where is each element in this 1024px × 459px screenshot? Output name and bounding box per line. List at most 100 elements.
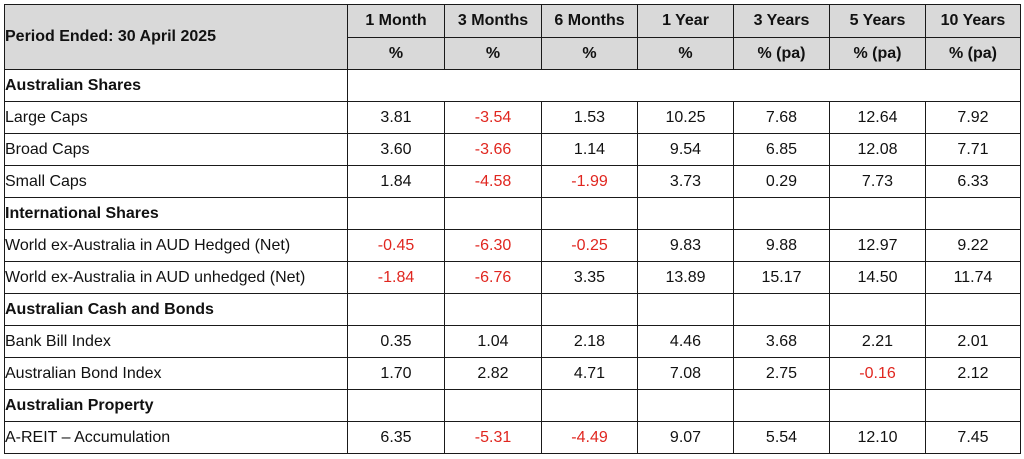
row-label: World ex-Australia in AUD Hedged (Net) (4, 229, 348, 262)
return-value-cell: 2.21 (829, 325, 926, 358)
table-header: Period Ended: 30 April 2025 1 Month 3 Mo… (4, 4, 1021, 70)
section-empty-cell (733, 389, 830, 422)
return-value-cell: 3.81 (347, 101, 445, 134)
period-ended-label: Period Ended: 30 April 2025 (4, 4, 348, 70)
section-empty-cell (829, 389, 926, 422)
return-value-cell: 6.35 (347, 421, 445, 454)
return-value-cell: 2.18 (541, 325, 638, 358)
returns-table: Period Ended: 30 April 2025 1 Month 3 Mo… (4, 4, 1021, 454)
return-value-cell: 7.08 (637, 357, 734, 390)
return-value-cell: 7.92 (925, 101, 1021, 134)
section-empty-cell (541, 293, 638, 326)
return-value-cell: -4.49 (541, 421, 638, 454)
section-empty-cell (925, 197, 1021, 230)
return-value-cell: 7.73 (829, 165, 926, 198)
return-value-cell: 9.88 (733, 229, 830, 262)
return-value-cell: 6.33 (925, 165, 1021, 198)
section-empty-cell (444, 293, 542, 326)
return-value-cell: 13.89 (637, 261, 734, 294)
return-value-cell: 1.04 (444, 325, 542, 358)
header-row-periods: Period Ended: 30 April 2025 1 Month 3 Mo… (4, 4, 1021, 70)
return-value-cell: 9.07 (637, 421, 734, 454)
unit-header-5-years: % (pa) (829, 37, 926, 70)
section-empty-cell (829, 197, 926, 230)
table-row: Large Caps 3.81 -3.54 1.53 10.25 7.68 12.64 7.9… (4, 101, 1021, 134)
section-empty-cell (925, 293, 1021, 326)
return-value-cell: 12.64 (829, 101, 926, 134)
unit-header-10-years: % (pa) (925, 37, 1021, 70)
return-value-cell: 1.14 (541, 133, 638, 166)
return-value-cell: 2.12 (925, 357, 1021, 390)
table-row: Bank Bill Index 0.35 1.04 2.18 4.46 3.68 2.21 2… (4, 325, 1021, 358)
return-value-cell: -0.16 (829, 357, 926, 390)
return-value-cell: 12.10 (829, 421, 926, 454)
return-value-cell: 9.83 (637, 229, 734, 262)
return-value-cell: -1.84 (347, 261, 445, 294)
return-value-cell: 14.50 (829, 261, 926, 294)
column-header-3-years: 3 Years (733, 4, 830, 38)
table-row: World ex-Australia in AUD Hedged (Net) -0… (4, 229, 1021, 262)
section-row-international-shares: International Shares (4, 197, 1021, 230)
table-row: Australian Bond Index 1.70 2.82 4.71 7.08 2.7… (4, 357, 1021, 390)
return-value-cell: 7.71 (925, 133, 1021, 166)
column-header-1-month: 1 Month (347, 4, 445, 38)
table-body: Australian Shares Large Caps 3.81 -3.54 1.53… (4, 69, 1021, 454)
section-empty-cell (637, 389, 734, 422)
section-empty-cell (541, 197, 638, 230)
row-label: A-REIT – Accumulation (4, 421, 348, 454)
return-value-cell: 11.74 (925, 261, 1021, 294)
return-value-cell: 1.84 (347, 165, 445, 198)
return-value-cell: -4.58 (444, 165, 542, 198)
table-row: Broad Caps 3.60 -3.66 1.14 9.54 6.85 12.08 7.71 (4, 133, 1021, 166)
row-label: Bank Bill Index (4, 325, 348, 358)
unit-header-3-years: % (pa) (733, 37, 830, 70)
return-value-cell: 7.68 (733, 101, 830, 134)
table-row: World ex-Australia in AUD unhedged (Net)… (4, 261, 1021, 294)
column-header-10-years: 10 Years (925, 4, 1021, 38)
section-row-australian-shares: Australian Shares (4, 69, 1021, 102)
return-value-cell: -3.66 (444, 133, 542, 166)
return-value-cell: 9.22 (925, 229, 1021, 262)
return-value-cell: 3.68 (733, 325, 830, 358)
section-empty-cell (444, 197, 542, 230)
section-empty-cell (347, 69, 1021, 102)
section-empty-cell (829, 293, 926, 326)
table-row: Small Caps 1.84 -4.58 -1.99 3.73 0.29 7.73 6.33 (4, 165, 1021, 198)
section-empty-cell (347, 293, 445, 326)
section-title: Australian Cash and Bonds (4, 293, 348, 326)
return-value-cell: -0.45 (347, 229, 445, 262)
return-value-cell: -0.25 (541, 229, 638, 262)
return-value-cell: 9.54 (637, 133, 734, 166)
return-value-cell: -3.54 (444, 101, 542, 134)
return-value-cell: 0.29 (733, 165, 830, 198)
return-value-cell: 1.53 (541, 101, 638, 134)
row-label: Small Caps (4, 165, 348, 198)
unit-header-1-month: % (347, 37, 445, 70)
section-empty-cell (637, 293, 734, 326)
return-value-cell: 4.46 (637, 325, 734, 358)
return-value-cell: 12.08 (829, 133, 926, 166)
return-value-cell: -1.99 (541, 165, 638, 198)
column-header-1-year: 1 Year (637, 4, 734, 38)
unit-header-1-year: % (637, 37, 734, 70)
unit-header-3-months: % (444, 37, 542, 70)
return-value-cell: 4.71 (541, 357, 638, 390)
section-title: Australian Property (4, 389, 348, 422)
return-value-cell: -5.31 (444, 421, 542, 454)
return-value-cell: 3.73 (637, 165, 734, 198)
return-value-cell: 12.97 (829, 229, 926, 262)
section-row-australian-cash-and-bonds: Australian Cash and Bonds (4, 293, 1021, 326)
row-label: World ex-Australia in AUD unhedged (Net) (4, 261, 348, 294)
column-header-3-months: 3 Months (444, 4, 542, 38)
return-value-cell: -6.76 (444, 261, 542, 294)
return-value-cell: 1.70 (347, 357, 445, 390)
return-value-cell: 7.45 (925, 421, 1021, 454)
return-value-cell: -6.30 (444, 229, 542, 262)
return-value-cell: 2.82 (444, 357, 542, 390)
row-label: Australian Bond Index (4, 357, 348, 390)
section-empty-cell (347, 389, 445, 422)
section-empty-cell (541, 389, 638, 422)
unit-header-6-months: % (541, 37, 638, 70)
section-empty-cell (444, 389, 542, 422)
section-empty-cell (925, 389, 1021, 422)
